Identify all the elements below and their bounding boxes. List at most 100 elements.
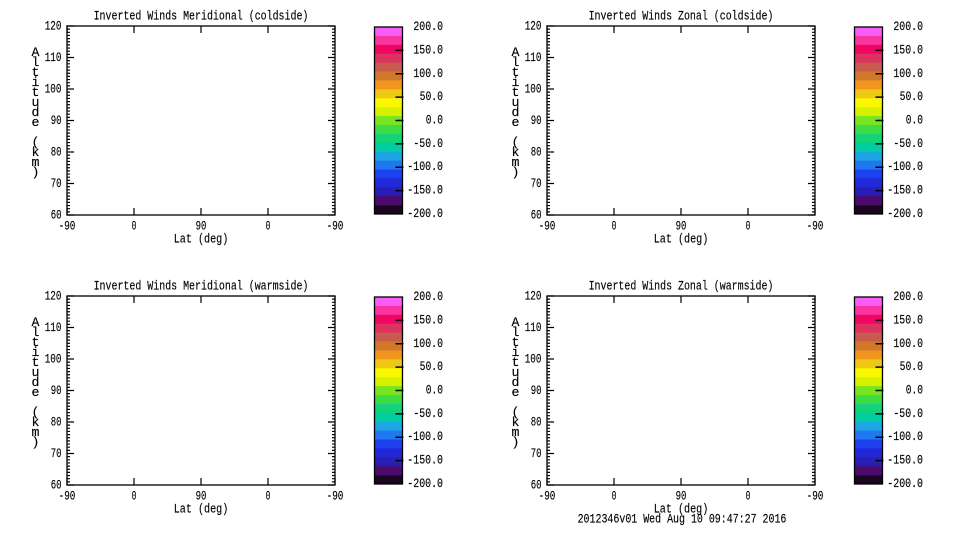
svg-text:100: 100	[525, 82, 542, 97]
svg-text:0.0: 0.0	[426, 383, 443, 398]
svg-text:u: u	[32, 95, 40, 110]
svg-text:-90: -90	[807, 219, 824, 234]
svg-text:Inverted Winds Meridional (col: Inverted Winds Meridional (coldside)	[94, 8, 309, 23]
svg-text:200.0: 200.0	[413, 289, 443, 304]
svg-text:-100.0: -100.0	[407, 429, 443, 444]
svg-text:110: 110	[45, 320, 62, 335]
svg-text:-200.0: -200.0	[887, 206, 923, 221]
svg-text:120: 120	[525, 19, 542, 34]
svg-text:60: 60	[531, 208, 542, 223]
svg-text:t: t	[32, 65, 40, 80]
svg-text:-90: -90	[539, 219, 556, 234]
svg-text:0: 0	[612, 489, 617, 504]
svg-text:d: d	[32, 105, 40, 120]
svg-text:150.0: 150.0	[413, 42, 443, 57]
svg-text:-200.0: -200.0	[887, 476, 923, 491]
svg-text:-50.0: -50.0	[413, 406, 443, 421]
svg-text:l: l	[32, 55, 40, 70]
svg-text:i: i	[32, 75, 40, 90]
svg-text:e: e	[512, 115, 520, 130]
svg-text:): )	[512, 165, 520, 180]
svg-text:-150.0: -150.0	[887, 453, 923, 468]
svg-text:-90: -90	[59, 219, 76, 234]
svg-text:100: 100	[45, 82, 62, 97]
svg-text:-50.0: -50.0	[893, 406, 923, 421]
svg-text:0: 0	[746, 219, 751, 234]
svg-text:0: 0	[132, 219, 137, 234]
svg-text:): )	[512, 435, 520, 450]
svg-text:k: k	[512, 145, 520, 160]
svg-text:100.0: 100.0	[413, 66, 443, 81]
svg-text:90: 90	[676, 219, 687, 234]
svg-text:t: t	[512, 85, 520, 100]
svg-text:t: t	[32, 355, 40, 370]
svg-text:-100.0: -100.0	[887, 159, 923, 174]
svg-text:l: l	[512, 55, 520, 70]
svg-text:t: t	[512, 335, 520, 350]
svg-text:-150.0: -150.0	[887, 183, 923, 198]
svg-text:): )	[32, 165, 40, 180]
svg-text:0.0: 0.0	[906, 383, 923, 398]
svg-text:150.0: 150.0	[893, 312, 923, 327]
svg-text:m: m	[32, 155, 40, 170]
svg-text:100.0: 100.0	[893, 66, 923, 81]
svg-text:-150.0: -150.0	[407, 453, 443, 468]
svg-text:0: 0	[746, 489, 751, 504]
svg-text:80: 80	[51, 415, 62, 430]
svg-text:t: t	[512, 65, 520, 80]
svg-text:Lat (deg): Lat (deg)	[654, 502, 709, 517]
svg-text:e: e	[32, 115, 40, 130]
svg-text:90: 90	[196, 489, 207, 504]
svg-text:t: t	[32, 335, 40, 350]
svg-text:0.0: 0.0	[906, 113, 923, 128]
svg-text:90: 90	[531, 383, 542, 398]
svg-text:k: k	[32, 415, 40, 430]
svg-text:120: 120	[45, 289, 62, 304]
svg-text:m: m	[512, 425, 520, 440]
svg-text:90: 90	[676, 489, 687, 504]
svg-text:200.0: 200.0	[893, 19, 923, 34]
svg-text:-90: -90	[59, 489, 76, 504]
svg-text:70: 70	[51, 176, 62, 191]
svg-text:Inverted Winds Zonal (coldside: Inverted Winds Zonal (coldside)	[589, 8, 774, 23]
svg-text:70: 70	[51, 446, 62, 461]
svg-text:Inverted Winds Meridional (war: Inverted Winds Meridional (warmside)	[94, 278, 309, 293]
svg-text:50.0: 50.0	[420, 359, 443, 374]
svg-text:-200.0: -200.0	[407, 206, 443, 221]
svg-text:t: t	[512, 355, 520, 370]
svg-text:80: 80	[51, 145, 62, 160]
svg-text:Lat (deg): Lat (deg)	[654, 232, 709, 247]
svg-text:120: 120	[45, 19, 62, 34]
svg-text:Inverted Winds Zonal (warmside: Inverted Winds Zonal (warmside)	[589, 278, 774, 293]
svg-text:-150.0: -150.0	[407, 183, 443, 198]
svg-text:(: (	[512, 135, 520, 150]
svg-text:100.0: 100.0	[413, 336, 443, 351]
svg-text:2012346v01 Wed Aug 10 09:47:27: 2012346v01 Wed Aug 10 09:47:27 2016	[578, 512, 787, 527]
svg-text:60: 60	[51, 208, 62, 223]
svg-text:d: d	[32, 375, 40, 390]
svg-text:A: A	[512, 315, 520, 330]
svg-text:-100.0: -100.0	[407, 159, 443, 174]
svg-text:120: 120	[525, 289, 542, 304]
svg-text:90: 90	[51, 113, 62, 128]
svg-text:200.0: 200.0	[413, 19, 443, 34]
svg-text:150.0: 150.0	[893, 42, 923, 57]
svg-text:70: 70	[531, 446, 542, 461]
svg-text:110: 110	[45, 50, 62, 65]
svg-text:(: (	[32, 135, 40, 150]
svg-text:u: u	[512, 95, 520, 110]
svg-text:u: u	[32, 365, 40, 380]
svg-text:u: u	[512, 365, 520, 380]
svg-text:(: (	[512, 405, 520, 420]
svg-text:Lat (deg): Lat (deg)	[174, 502, 229, 517]
svg-text:-200.0: -200.0	[407, 476, 443, 491]
svg-text:90: 90	[531, 113, 542, 128]
svg-text:A: A	[512, 45, 520, 60]
svg-text:Lat (deg): Lat (deg)	[174, 232, 229, 247]
svg-text:110: 110	[525, 320, 542, 335]
svg-text:i: i	[512, 75, 520, 90]
svg-text:-50.0: -50.0	[413, 136, 443, 151]
svg-text:(: (	[32, 405, 40, 420]
svg-text:A: A	[32, 45, 40, 60]
svg-text:110: 110	[525, 50, 542, 65]
